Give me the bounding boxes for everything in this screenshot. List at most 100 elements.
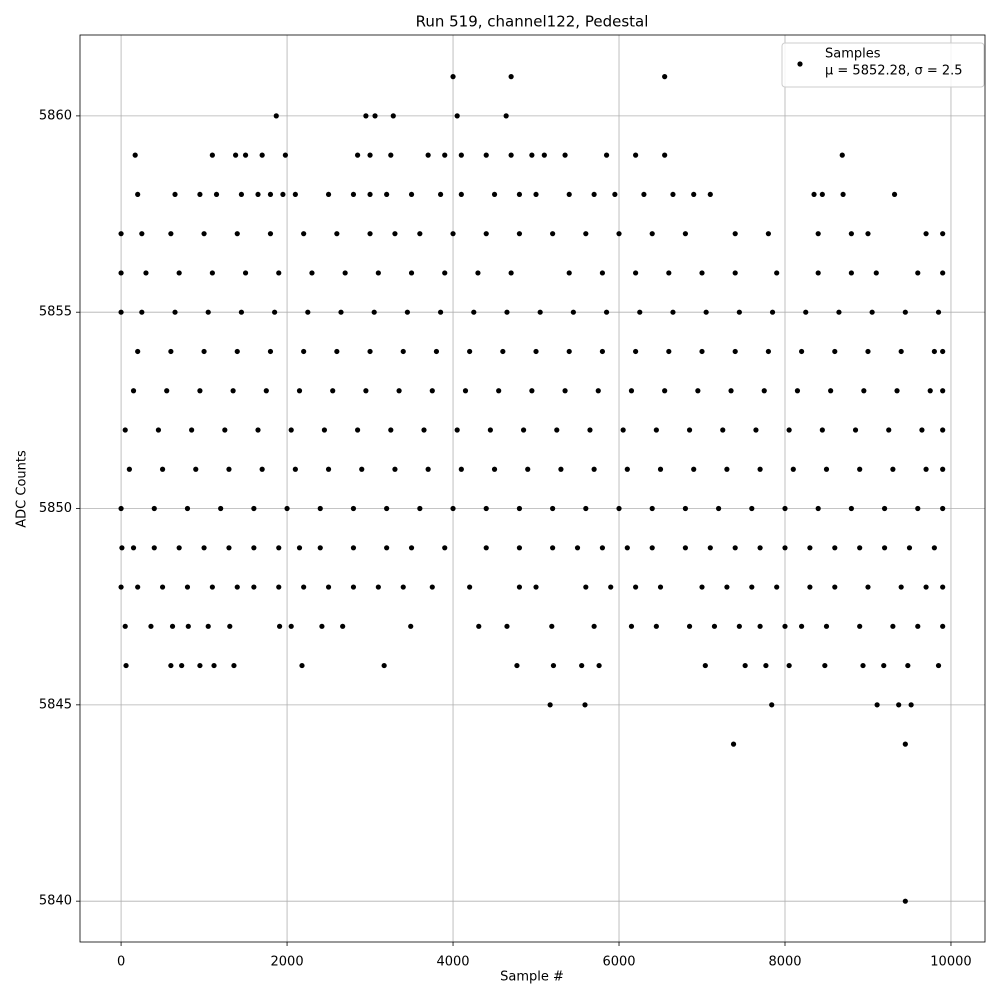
data-point xyxy=(400,584,406,590)
y-tick-label: 5840 xyxy=(39,894,72,909)
data-point xyxy=(233,152,239,158)
data-point xyxy=(940,231,946,237)
data-point xyxy=(757,466,763,472)
data-point xyxy=(425,466,431,472)
data-point xyxy=(350,584,357,590)
data-point xyxy=(139,231,145,237)
data-point xyxy=(616,231,622,237)
data-point xyxy=(608,584,614,590)
data-point xyxy=(184,584,191,590)
data-point xyxy=(126,466,132,472)
data-point xyxy=(533,191,539,198)
data-point xyxy=(442,152,448,158)
data-point xyxy=(508,74,514,80)
data-point xyxy=(583,505,589,512)
data-point xyxy=(761,388,767,394)
data-point xyxy=(388,427,394,433)
data-point xyxy=(823,623,830,629)
data-point xyxy=(886,427,892,433)
legend-note: μ = 5852.28, σ = 2.5 xyxy=(825,64,963,79)
data-point xyxy=(682,231,689,237)
data-point xyxy=(514,662,520,669)
data-point xyxy=(176,545,182,551)
data-point xyxy=(454,427,460,433)
data-point xyxy=(255,191,261,198)
data-point xyxy=(682,545,689,551)
data-point xyxy=(923,584,929,590)
data-point xyxy=(819,427,825,433)
data-point xyxy=(400,348,406,355)
data-point xyxy=(881,505,888,512)
data-point xyxy=(213,191,220,198)
data-point xyxy=(284,505,290,512)
data-point xyxy=(550,545,556,551)
data-point xyxy=(251,545,257,551)
data-point xyxy=(822,662,828,669)
data-point xyxy=(384,191,390,198)
data-point xyxy=(205,309,211,315)
data-point xyxy=(454,113,460,119)
data-point xyxy=(591,191,597,198)
data-point xyxy=(135,191,141,198)
data-point xyxy=(753,427,759,433)
data-point xyxy=(915,505,921,512)
data-point xyxy=(902,741,908,747)
data-point xyxy=(272,309,278,315)
data-point xyxy=(227,623,233,629)
data-point xyxy=(728,388,734,394)
data-point xyxy=(467,348,473,355)
data-point xyxy=(896,702,902,708)
data-point xyxy=(702,662,708,669)
data-point xyxy=(516,545,523,551)
data-point xyxy=(554,427,560,433)
data-point xyxy=(649,545,655,551)
data-point xyxy=(209,152,215,158)
data-point xyxy=(238,309,245,315)
data-point xyxy=(547,702,553,708)
data-point xyxy=(923,231,929,237)
data-point xyxy=(603,152,610,158)
data-point xyxy=(732,270,738,276)
data-point xyxy=(869,309,875,315)
data-point xyxy=(267,348,274,355)
data-point xyxy=(730,741,737,747)
data-point xyxy=(429,584,435,590)
data-point xyxy=(848,270,854,276)
data-point xyxy=(832,545,838,551)
data-point xyxy=(396,388,402,394)
data-point xyxy=(628,623,635,629)
data-point xyxy=(164,388,170,394)
data-point xyxy=(350,505,357,512)
data-point xyxy=(392,466,398,472)
data-point xyxy=(591,466,597,472)
data-point xyxy=(421,427,427,433)
data-point xyxy=(476,623,482,629)
data-point xyxy=(458,191,464,198)
data-point xyxy=(122,427,128,433)
data-point xyxy=(927,388,933,394)
data-point xyxy=(915,623,921,629)
data-point xyxy=(742,662,748,669)
data-point xyxy=(392,231,398,237)
data-point xyxy=(384,545,390,551)
data-point xyxy=(168,662,174,669)
data-point xyxy=(363,113,369,119)
data-point xyxy=(259,152,265,158)
data-point xyxy=(691,191,697,198)
x-tick-label: 6000 xyxy=(602,955,635,970)
data-point xyxy=(242,270,249,276)
data-point xyxy=(807,545,813,551)
data-point xyxy=(653,623,659,629)
data-point xyxy=(666,348,672,355)
data-point xyxy=(516,191,523,198)
data-point xyxy=(168,231,174,237)
data-point xyxy=(330,388,336,394)
data-point xyxy=(155,427,162,433)
data-point xyxy=(130,545,137,551)
data-point xyxy=(408,270,415,276)
data-point xyxy=(273,113,279,119)
data-point xyxy=(579,662,585,669)
data-point xyxy=(732,231,738,237)
data-point xyxy=(724,584,730,590)
